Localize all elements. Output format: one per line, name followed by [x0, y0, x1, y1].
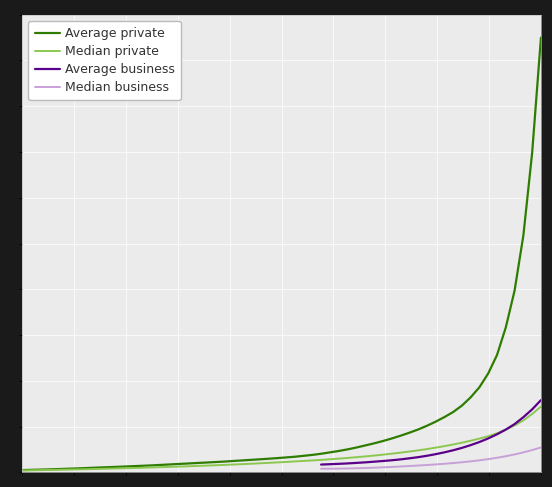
Average business — [327, 461, 333, 467]
Average business — [388, 457, 395, 463]
Median business — [379, 465, 386, 470]
Median private — [107, 466, 113, 471]
Median business — [529, 447, 535, 453]
Median business — [336, 466, 342, 471]
Average business — [353, 460, 359, 466]
Median business — [459, 459, 465, 465]
Median business — [406, 463, 412, 469]
Average private — [168, 461, 175, 467]
Average business — [318, 462, 325, 468]
Average business — [441, 450, 448, 455]
Average business — [450, 448, 457, 453]
Average private — [344, 447, 351, 452]
Average business — [511, 421, 518, 427]
Average business — [485, 435, 491, 441]
Median business — [388, 464, 395, 470]
Median business — [327, 466, 333, 471]
Average private — [19, 467, 25, 473]
Median business — [432, 462, 439, 468]
Average business — [520, 414, 527, 420]
Median business — [423, 462, 430, 468]
Line: Average private: Average private — [22, 37, 541, 470]
Average business — [415, 454, 421, 460]
Average private — [195, 460, 201, 466]
Average business — [538, 397, 544, 403]
Median private — [151, 465, 157, 470]
Median business — [468, 458, 474, 464]
Average business — [336, 461, 342, 467]
Average business — [344, 461, 351, 467]
Average business — [379, 458, 386, 464]
Median private — [186, 463, 193, 469]
Median business — [370, 465, 377, 470]
Median business — [318, 466, 325, 471]
Average business — [476, 439, 482, 445]
Average private — [107, 464, 113, 470]
Line: Median private: Median private — [22, 407, 541, 470]
Average business — [459, 445, 465, 451]
Median business — [450, 460, 457, 466]
Median business — [485, 456, 491, 462]
Average business — [502, 427, 509, 432]
Median business — [520, 450, 527, 455]
Average private — [151, 462, 157, 468]
Average business — [362, 459, 368, 465]
Median private — [538, 404, 544, 410]
Average business — [529, 407, 535, 412]
Median business — [397, 464, 404, 469]
Median private — [344, 455, 351, 461]
Median private — [19, 468, 25, 473]
Legend: Average private, Median private, Average business, Median business: Average private, Median private, Average… — [28, 21, 181, 100]
Median business — [441, 461, 448, 467]
Median business — [362, 465, 368, 471]
Average business — [406, 455, 412, 461]
Median business — [538, 445, 544, 450]
Median business — [476, 457, 482, 463]
Average private — [186, 461, 193, 467]
Median business — [353, 465, 359, 471]
Median business — [511, 451, 518, 457]
Average business — [370, 459, 377, 465]
Average business — [468, 442, 474, 448]
Median private — [168, 464, 175, 470]
Median business — [415, 463, 421, 468]
Line: Median business: Median business — [321, 448, 541, 468]
Average business — [423, 453, 430, 459]
Average private — [538, 35, 544, 40]
Average business — [397, 456, 404, 462]
Median business — [344, 466, 351, 471]
Average business — [493, 431, 500, 437]
Average business — [432, 451, 439, 457]
Median business — [493, 455, 500, 461]
Median private — [195, 463, 201, 469]
Median business — [502, 453, 509, 459]
Line: Average business: Average business — [321, 400, 541, 465]
